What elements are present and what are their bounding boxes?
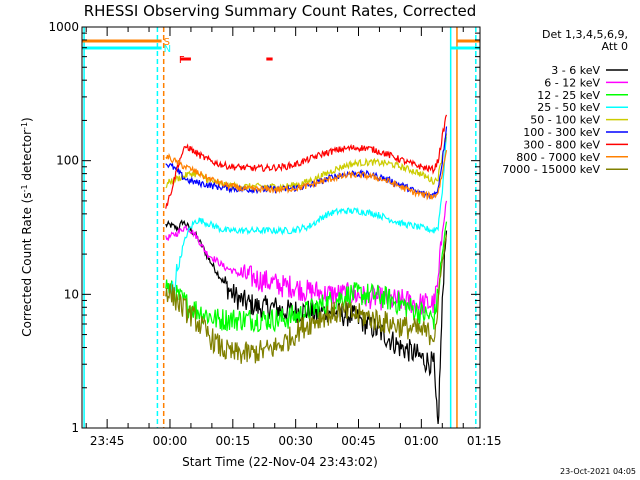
axes: 1 10 100 1000 23:45 00:00 00:15 00:30 00:45 01:00…: [48, 20, 501, 448]
legend-entry-label: 12 - 25 keV: [537, 89, 600, 102]
y-tick-label: 1: [71, 421, 79, 435]
series-line-6: [165, 114, 448, 209]
y-axis-label: Corrected Count Rate (s-1 detector-1): [20, 117, 35, 336]
plot-content: SNF: [82, 27, 480, 428]
flag-label-n: N: [164, 44, 171, 55]
x-tick-label: 00:30: [278, 434, 313, 448]
plot-frame: [81, 26, 481, 429]
y-tick-label: 10: [64, 287, 79, 301]
series-line-2: [165, 221, 448, 333]
y-tick-label: 100: [56, 154, 79, 168]
legend-entry-label: 300 - 800 keV: [523, 138, 600, 151]
plot-area: SNF: [82, 27, 480, 428]
x-tick-label: 00:15: [216, 434, 251, 448]
series-line-3: [169, 137, 448, 294]
x-tick-label: 01:00: [404, 434, 439, 448]
legend-entry-label: 100 - 300 keV: [523, 126, 600, 139]
y-axis-label-part: detector: [20, 130, 34, 185]
series-line-7: [165, 149, 448, 201]
legend-entry-label: 50 - 100 keV: [530, 114, 600, 127]
y-axis-label-part: -1: [20, 184, 29, 192]
flag-label-f: F: [179, 55, 185, 66]
x-tick-label: 00:00: [153, 434, 188, 448]
series-line-8: [165, 234, 448, 364]
y-axis-label-part: -1: [20, 122, 29, 130]
y-axis-label-part: Corrected Count Rate (s: [20, 192, 34, 336]
flag-label-s: S: [164, 37, 170, 48]
legend-entry-label: 7000 - 15000 keV: [502, 163, 600, 176]
x-tick-label: 01:15: [467, 434, 502, 448]
x-tick-label: 23:45: [90, 434, 125, 448]
series-line-4: [165, 133, 448, 192]
y-axis-label-part: ): [20, 117, 34, 122]
series-line-1: [165, 200, 448, 315]
legend-entry-label: 25 - 50 keV: [537, 101, 600, 114]
footer-timestamp: 23-Oct-2021 04:05: [560, 467, 636, 476]
legend-header: Att 0: [602, 40, 628, 53]
legend-entry-label: 3 - 6 keV: [551, 64, 600, 77]
y-tick-label: 1000: [48, 20, 79, 34]
legend-header: Det 1,3,4,5,6,9,: [542, 28, 628, 41]
x-tick-label: 00:45: [341, 434, 376, 448]
legend-entry-label: 800 - 7000 keV: [516, 151, 600, 164]
x-axis-label: Start Time (22-Nov-04 23:43:02): [182, 455, 378, 469]
legend-entry-label: 6 - 12 keV: [544, 76, 600, 89]
chart-title: RHESSI Observing Summary Count Rates, Co…: [84, 2, 477, 20]
